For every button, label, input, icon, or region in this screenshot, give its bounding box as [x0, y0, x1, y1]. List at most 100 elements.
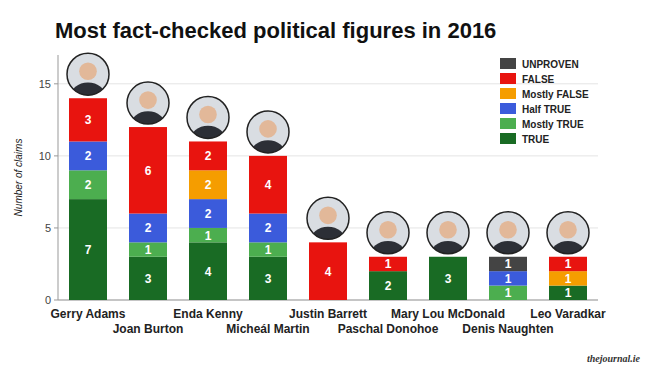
portrait-face — [139, 91, 157, 109]
bar-segment — [369, 257, 407, 271]
bar-segment — [249, 155, 287, 156]
data-label: 2 — [205, 149, 212, 163]
portrait — [247, 111, 289, 170]
data-label: 2 — [385, 279, 392, 293]
portrait-face — [259, 120, 277, 138]
portrait-body — [427, 212, 469, 271]
data-label: 2 — [205, 178, 212, 192]
bar-segment — [429, 256, 467, 257]
portrait-shoulders — [310, 227, 346, 256]
portrait-face — [439, 221, 457, 239]
portrait-face — [379, 221, 397, 239]
portrait-face — [499, 221, 517, 239]
portrait-ring — [307, 197, 349, 239]
bars — [69, 98, 587, 300]
data-label: 2 — [145, 221, 152, 235]
legend-label: Mostly TRUE — [522, 119, 584, 130]
bar-segment — [69, 199, 107, 300]
portrait-ring — [427, 212, 469, 254]
bar-segment — [249, 156, 287, 214]
data-label: 1 — [565, 272, 572, 286]
data-label: 1 — [145, 243, 152, 257]
portrait-body — [547, 212, 589, 271]
data-label: 2 — [85, 149, 92, 163]
tick-mark — [54, 83, 58, 84]
x-tick-label: Paschal Donohoe — [338, 322, 439, 336]
x-tick-label: Justin Barrett — [289, 307, 367, 321]
portrait-ring — [67, 53, 109, 95]
bar-segment — [189, 242, 227, 300]
portrait-body — [307, 197, 349, 256]
bar-segment — [129, 214, 167, 243]
y-tick-label: 10 — [39, 150, 51, 162]
portrait — [487, 212, 529, 271]
bar-segment — [69, 98, 107, 141]
data-label: 1 — [565, 286, 572, 300]
bar-segment — [249, 257, 287, 300]
portrait-face — [319, 207, 337, 225]
portrait-body — [487, 212, 529, 271]
data-label: 4 — [205, 265, 212, 279]
portrait — [307, 197, 349, 256]
x-tick-label: Mary Lou McDonald — [391, 307, 505, 321]
bar-segment — [189, 170, 227, 199]
bar-segment — [129, 127, 167, 213]
bar-segment — [189, 141, 227, 142]
portrait-ring — [547, 212, 589, 254]
portraits — [67, 53, 589, 270]
x-tick-label: Gerry Adams — [51, 307, 126, 321]
data-label: 1 — [505, 257, 512, 271]
data-label: 4 — [265, 178, 272, 192]
x-tick-label: Joan Burton — [113, 322, 184, 336]
portrait-body — [367, 212, 409, 271]
portrait — [187, 96, 229, 155]
portrait-shoulders — [430, 241, 466, 270]
x-tick-label: Leo Varadkar — [530, 307, 606, 321]
portrait — [547, 212, 589, 271]
bar-segment — [549, 271, 587, 285]
legend-swatch — [500, 103, 516, 114]
tick-mark — [54, 300, 58, 301]
bar-segment — [69, 98, 107, 99]
y-tick-label: 5 — [45, 222, 51, 234]
data-label: 2 — [205, 207, 212, 221]
bar-segment — [549, 257, 587, 271]
data-label: 1 — [505, 286, 512, 300]
bar-segment — [309, 242, 347, 243]
portrait-body — [247, 111, 289, 170]
bar-segment — [249, 242, 287, 256]
data-label: 1 — [385, 257, 392, 271]
data-labels: 722331264122231244213111111 — [85, 113, 572, 300]
legend-label: TRUE — [522, 134, 550, 145]
portrait — [427, 212, 469, 271]
x-tick-label: Enda Kenny — [173, 307, 243, 321]
portrait-body — [67, 53, 109, 112]
legend-label: Mostly FALSE — [522, 89, 589, 100]
portrait — [367, 212, 409, 271]
portrait-shoulders — [370, 241, 406, 270]
bar-segment — [429, 256, 467, 257]
bar-segment — [69, 170, 107, 199]
bar-segment — [429, 256, 467, 257]
portrait-shoulders — [550, 241, 586, 270]
portrait-shoulders — [250, 140, 286, 169]
data-label: 1 — [565, 257, 572, 271]
bar-segment — [429, 256, 467, 257]
data-label: 1 — [205, 229, 212, 243]
legend-swatch — [500, 58, 516, 69]
portrait-ring — [487, 212, 529, 254]
portrait-body — [187, 96, 229, 155]
y-tick-label: 15 — [39, 78, 51, 90]
portrait-ring — [367, 212, 409, 254]
title: Most fact-checked political figures in 2… — [55, 18, 496, 43]
legend-swatch — [500, 133, 516, 144]
source: thejournal.ie — [587, 353, 641, 364]
portrait-ring — [247, 111, 289, 153]
bar-segment — [189, 228, 227, 242]
bar-segment — [249, 214, 287, 243]
bar-segment — [69, 141, 107, 170]
y-tick-label: 0 — [45, 294, 51, 306]
portrait-shoulders — [190, 126, 226, 155]
x-tick-label: Micheál Martin — [226, 322, 309, 336]
bar-segment — [189, 141, 227, 170]
